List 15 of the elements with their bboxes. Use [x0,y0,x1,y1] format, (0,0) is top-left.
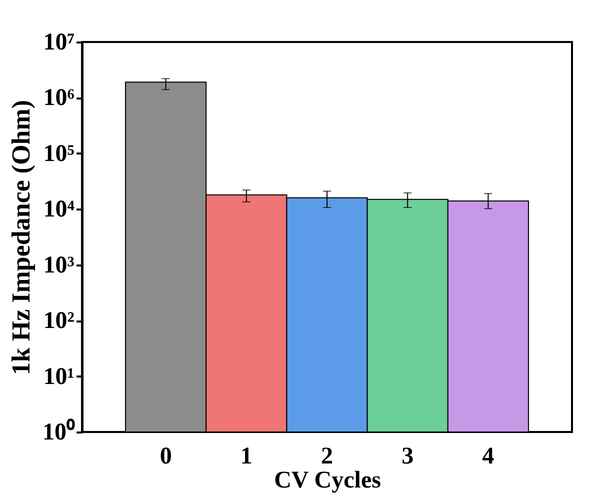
y-tick-label: 10⁷ [43,30,74,56]
y-tick-label: 10² [43,308,74,334]
y-tick-label: 10⁶ [43,85,74,112]
y-tick-label: 10¹ [43,364,74,390]
x-tick-label: 0 [160,444,172,470]
y-tick-label: 10³ [43,252,74,278]
y-tick-label: 10⁴ [43,196,74,223]
y-tick-label: 10⁰ [42,418,76,446]
x-tick-label: 1 [240,444,252,470]
x-axis-title: CV Cycles [274,468,381,494]
y-tick-label: 10⁵ [43,140,74,167]
x-tick-label: 4 [482,444,494,470]
x-tick-label: 3 [402,444,414,470]
x-tick-label: 2 [321,444,333,470]
y-axis-title: 1k Hz Impedance (Ohm) [6,100,36,376]
